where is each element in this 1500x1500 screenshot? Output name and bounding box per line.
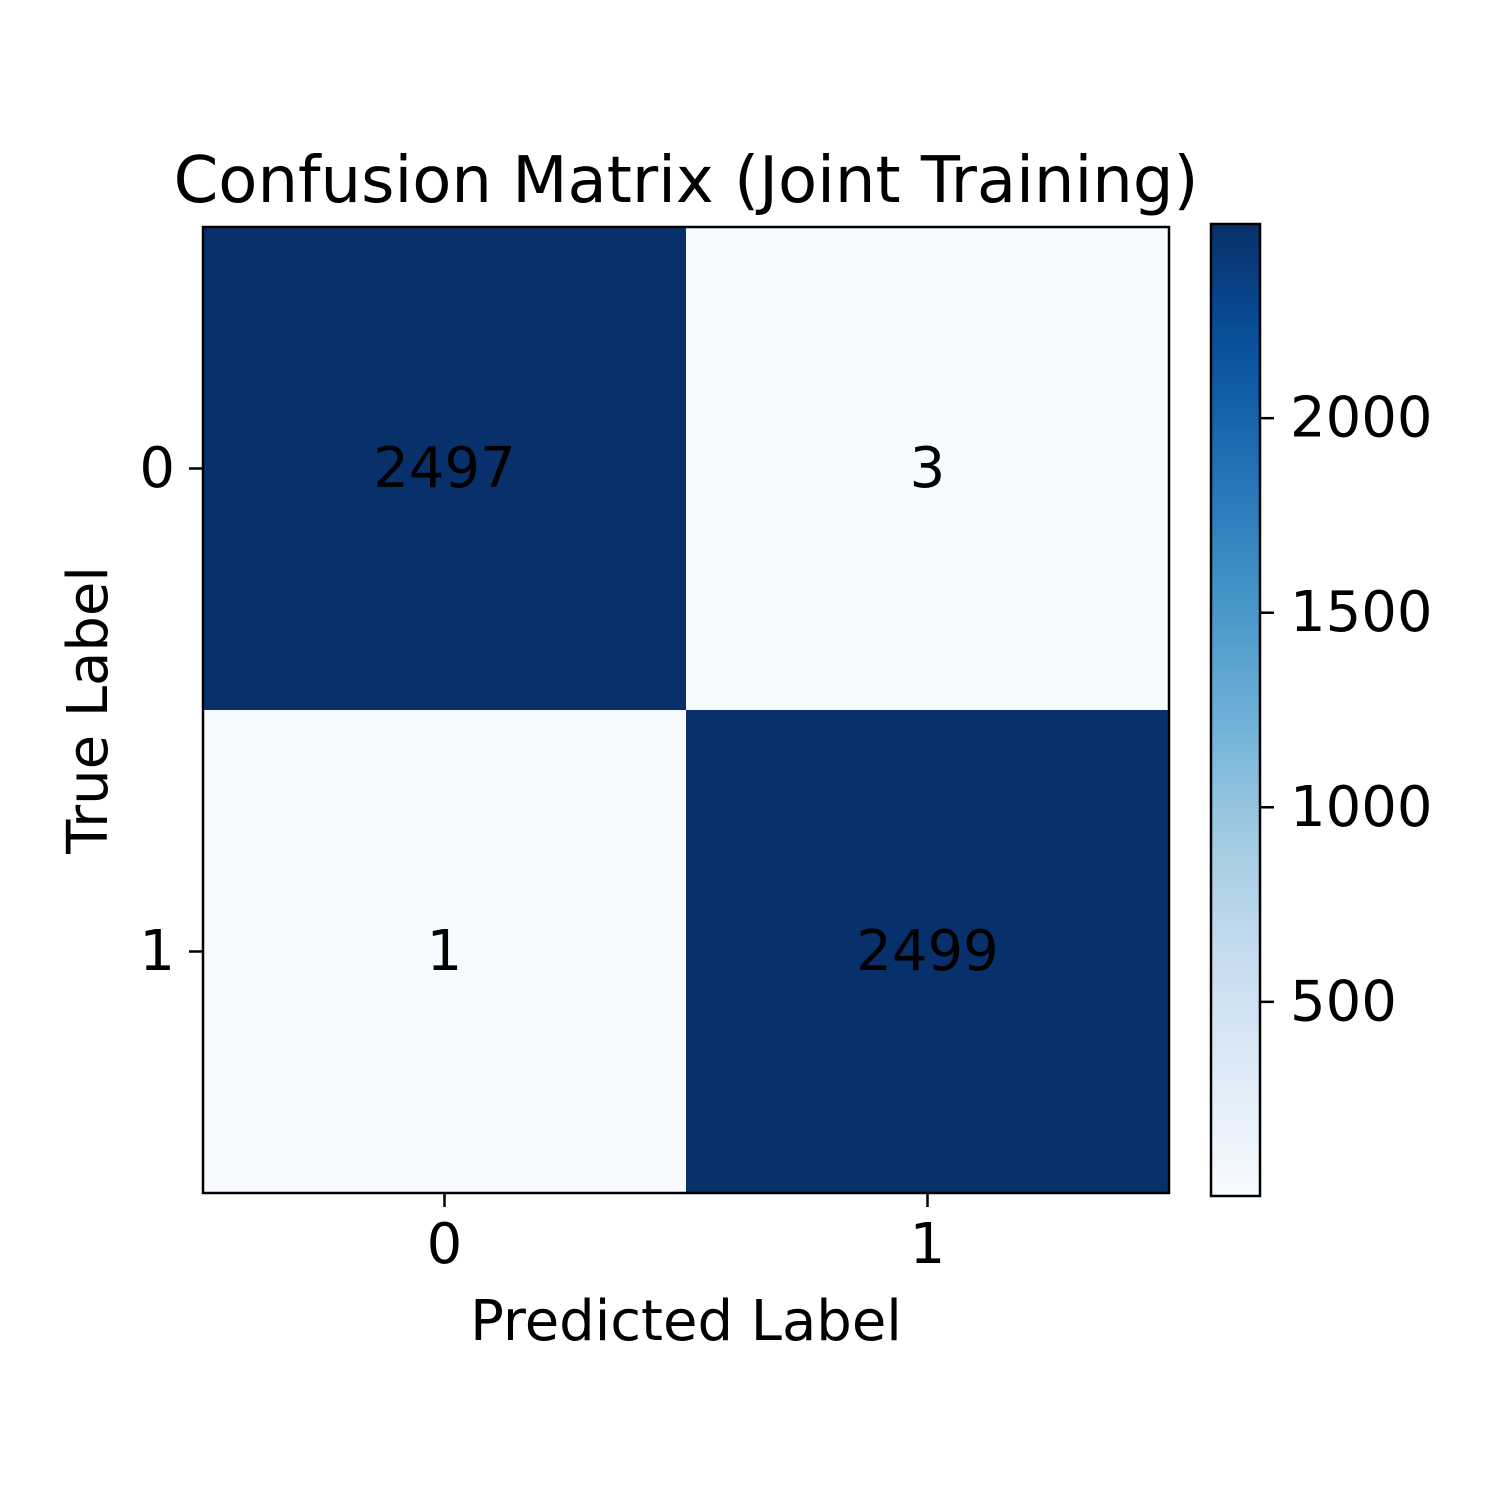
y-axis-label: True Label xyxy=(56,566,121,855)
plot-frame xyxy=(201,225,1171,1195)
y-tick-label: 0 xyxy=(139,436,175,501)
cell-value-label: 2499 xyxy=(856,919,999,984)
x-tick-label: 0 xyxy=(427,1212,463,1277)
chart-title: Confusion Matrix (Joint Training) xyxy=(174,144,1199,218)
x-axis-label: Predicted Label xyxy=(470,1289,902,1354)
cell-value-labels: 2497 3 1 2499 xyxy=(373,436,999,984)
x-tick-label: 1 xyxy=(910,1212,946,1277)
y-tick-label: 1 xyxy=(139,919,175,984)
colorbar-tick-label: 1500 xyxy=(1290,580,1433,645)
colorbar-tick-label: 2000 xyxy=(1290,386,1433,451)
heatmap-cell xyxy=(203,227,687,711)
colorbar-tick-label: 500 xyxy=(1290,969,1397,1034)
cell-value-label: 3 xyxy=(910,436,946,501)
heatmap-cell xyxy=(203,710,687,1194)
cell-value-label: 2497 xyxy=(373,436,516,501)
y-axis-ticks: 01 xyxy=(139,436,203,984)
colorbar-ticks: 500 1000 1500 2000 xyxy=(1260,386,1433,1034)
heatmap-cells xyxy=(203,227,1170,1194)
colorbar xyxy=(1209,222,1262,1198)
colorbar-tick-label: 1000 xyxy=(1290,775,1433,840)
cell-value-label: 1 xyxy=(427,919,463,984)
heatmap-cell xyxy=(686,710,1170,1194)
heatmap-cell xyxy=(686,227,1170,711)
